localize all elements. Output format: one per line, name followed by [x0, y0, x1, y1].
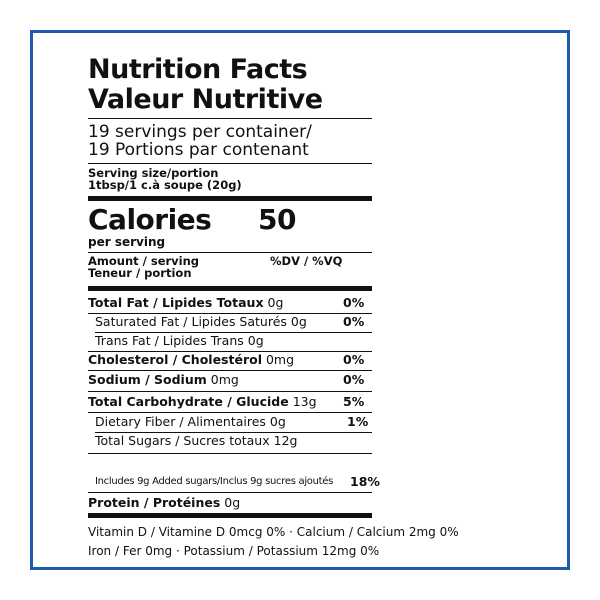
rule: [88, 453, 372, 454]
nutrient-dv: 0%: [343, 314, 365, 329]
serving-size-label: Serving size/portion: [88, 166, 219, 180]
rule: [88, 286, 372, 291]
nutrient-amount: 0g: [267, 295, 284, 310]
title: Valeur Nutritive: [88, 84, 323, 115]
serving-size-value: 1tbsp/1 c.à soupe (20g): [88, 178, 242, 192]
rule: [88, 391, 372, 392]
nutrient-dv: 1%: [347, 414, 369, 429]
nutrient-dv: 0%: [343, 372, 365, 387]
footer: Vitamin D / Vitamine D 0mcg 0% · Calcium…: [88, 525, 459, 539]
nutrient-amount: 0g: [290, 314, 307, 329]
nutrient-name: Trans Fat / Lipides Trans: [95, 333, 244, 348]
nutrient-name: Includes 9g Added sugars/Inclus 9g sucre…: [95, 476, 334, 487]
calories-label: Calories: [88, 203, 212, 236]
nutrient-amount: 12g: [273, 433, 298, 448]
nutrient-amount: 0g: [224, 495, 241, 510]
nutrient-dv: 0%: [343, 352, 365, 367]
nutrient-name: Cholesterol / Cholestérol: [88, 352, 262, 367]
nutrient-amount: 0g: [269, 414, 286, 429]
rule: [88, 118, 372, 119]
rule: [88, 492, 372, 493]
servings: 19 servings per container/: [88, 122, 312, 142]
rule: [95, 432, 372, 433]
nutrient-dv: 5%: [343, 394, 365, 409]
rule: [88, 313, 372, 314]
servings: 19 Portions par contenant: [88, 140, 309, 160]
rule: [88, 412, 372, 413]
nutrient-name: Sodium / Sodium: [88, 372, 207, 387]
dv-header: %DV / %VQ: [270, 254, 343, 268]
border: [30, 30, 570, 570]
rule: [88, 370, 372, 371]
rule: [88, 196, 372, 201]
amount-label: Amount / serving: [88, 254, 200, 268]
nutrient-name: Dietary Fiber / Alimentaires: [95, 414, 266, 429]
rule: [88, 513, 372, 518]
nutrient-amount: 13g: [292, 394, 317, 409]
title: Nutrition Facts: [88, 54, 308, 85]
nutrient-dv: 0%: [343, 295, 365, 310]
rule: [95, 332, 372, 333]
footer: Iron / Fer 0mg · Potassium / Potassium 1…: [88, 544, 380, 558]
nutrient-name: Total Carbohydrate / Glucide: [88, 394, 289, 409]
nutrient-dv: 18%: [350, 474, 380, 489]
nutrient-amount: 0mg: [210, 372, 239, 387]
nutrient-name: Saturated Fat / Lipides Saturés: [95, 314, 287, 329]
rule: [88, 163, 372, 164]
nutrient-name: Total Sugars / Sucres totaux: [95, 433, 270, 448]
rule: [88, 252, 372, 253]
calories-note: per serving: [88, 235, 166, 249]
calories-value: 50: [258, 203, 296, 236]
rule: [88, 351, 372, 352]
nutrient-name: Protein / Protéines: [88, 495, 221, 510]
amount-label: Teneur / portion: [88, 266, 192, 280]
nutrient-amount: 0g: [247, 333, 264, 348]
nutrient-amount: 0mg: [265, 352, 295, 367]
nutrient-name: Total Fat / Lipides Totaux: [88, 295, 264, 310]
